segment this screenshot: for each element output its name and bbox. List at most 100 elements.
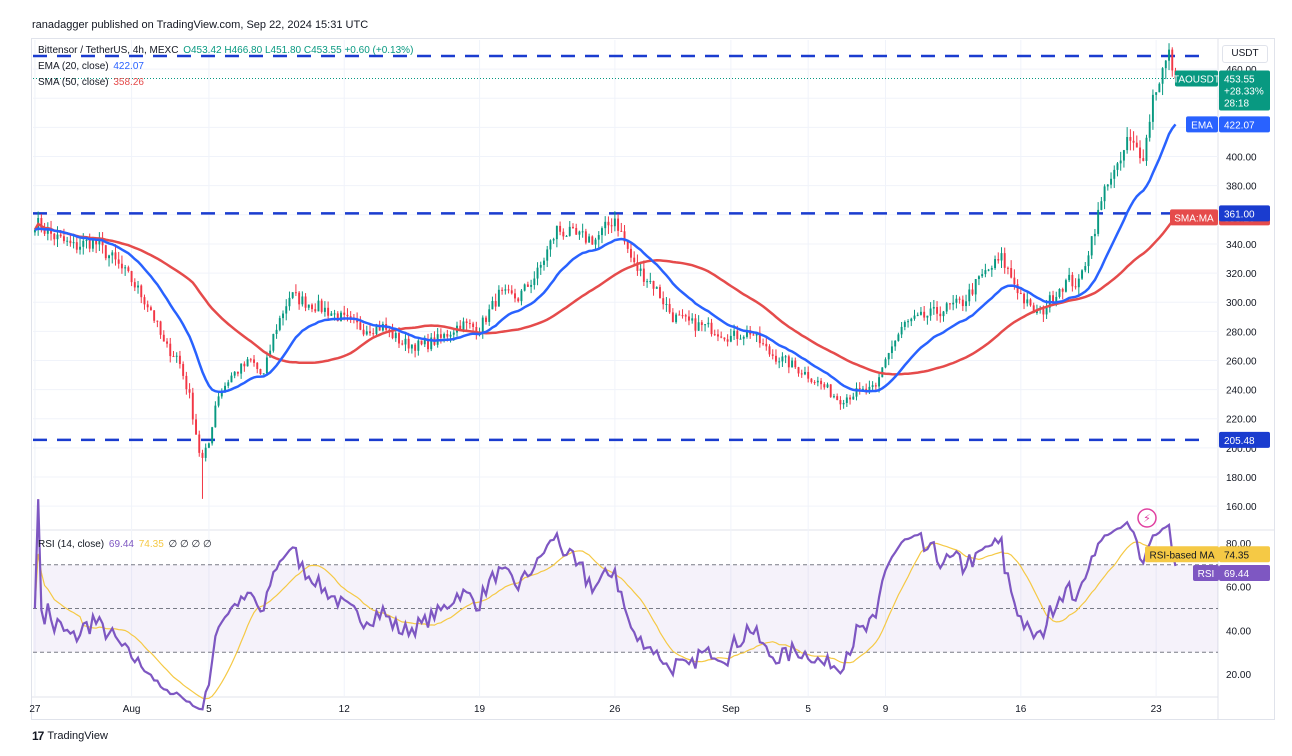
time-tick-label: 5 <box>206 704 212 715</box>
candle-body <box>378 326 381 331</box>
candle-body <box>40 218 43 231</box>
candle-body <box>997 259 1000 261</box>
legend-sma-row[interactable]: SMA (50, close) 358.26 <box>38 77 146 88</box>
candle-body <box>800 373 803 375</box>
candle-body <box>211 427 214 444</box>
candle-body <box>207 443 210 448</box>
candle-body <box>1135 142 1138 148</box>
time-tick-label: 5 <box>805 704 811 715</box>
candle-body <box>1064 280 1067 292</box>
candle-body <box>253 359 255 363</box>
candle-body <box>1045 307 1048 315</box>
time-tick-label: 16 <box>1015 704 1027 715</box>
candle-body <box>965 301 968 307</box>
candle-body <box>816 380 819 383</box>
candle-body <box>56 234 59 240</box>
candle-body <box>195 419 197 435</box>
candle-body <box>562 231 565 237</box>
candle-body <box>662 298 665 305</box>
candle-body <box>143 297 146 305</box>
candle-body <box>108 255 111 259</box>
price-tick-label: 400.00 <box>1226 153 1257 164</box>
candle-body <box>1103 186 1106 202</box>
candle-body <box>807 371 810 379</box>
ema-tag-label-box <box>1186 116 1218 133</box>
candle-body <box>952 302 955 305</box>
candle-body <box>66 240 69 242</box>
candle-body <box>546 249 549 261</box>
price-tick-label: 340.00 <box>1226 240 1257 251</box>
level-tag-support-205: 205.48 <box>1219 431 1270 448</box>
candle-body <box>404 338 407 345</box>
legend-rsi-row[interactable]: RSI (14, close) 69.44 74.35 ∅ ∅ ∅ ∅ <box>38 539 214 550</box>
candle-body <box>439 334 442 338</box>
candle-body <box>1155 92 1158 95</box>
candle-body <box>162 334 165 342</box>
candle-body <box>803 371 806 375</box>
candle-body <box>224 385 226 392</box>
candle-body <box>594 239 597 245</box>
candle-body <box>797 367 800 374</box>
rsi-tag: RSI 69.44 <box>1193 565 1270 582</box>
candle-body <box>1006 267 1009 269</box>
candle-body <box>768 346 771 355</box>
candle-body <box>101 240 104 246</box>
candle-body <box>465 321 468 324</box>
ema-tag-label: EMA <box>1191 120 1213 131</box>
candle-body <box>346 314 349 317</box>
candle-body <box>427 339 429 350</box>
price-tick-label: 300.00 <box>1226 298 1257 309</box>
candle-body <box>372 333 375 335</box>
candle-body <box>230 375 233 383</box>
candle-body <box>1061 289 1064 292</box>
candle-body <box>958 298 961 300</box>
legend-ema-row[interactable]: EMA (20, close) 422.07 <box>38 61 146 72</box>
candle-body <box>665 304 668 306</box>
candle-body <box>929 308 932 316</box>
candle-body <box>1142 158 1145 161</box>
currency-selector[interactable]: USDT <box>1222 45 1268 63</box>
candle-body <box>568 226 571 236</box>
legend-ema-value: 422.07 <box>113 61 144 72</box>
candle-body <box>452 332 455 335</box>
legend-symbol[interactable]: Bittensor / TetherUS, 4h, MEXC <box>38 45 179 56</box>
legend-rsi-extra: ∅ ∅ ∅ ∅ <box>168 539 212 550</box>
candle-body <box>916 314 919 316</box>
candle-body <box>117 259 120 264</box>
lightning-icon-ring <box>1137 508 1157 528</box>
candle-body <box>897 334 900 341</box>
candle-body <box>581 231 584 233</box>
candle-body <box>517 298 520 302</box>
rsi-ma-tag-label-box <box>1145 546 1219 563</box>
candle-body <box>497 289 500 307</box>
candle-body <box>910 318 913 322</box>
candle-body <box>820 380 823 385</box>
candle-body <box>1074 286 1077 288</box>
candle-body <box>729 335 732 342</box>
candle-body <box>246 359 249 367</box>
rsi-ma-tag-value: 74.35 <box>1224 550 1249 561</box>
candle-body <box>291 292 294 298</box>
candle-body <box>1032 305 1035 314</box>
price-tick-label: 220.00 <box>1226 415 1257 426</box>
rsi-line <box>33 499 1177 711</box>
price-tick-label: 240.00 <box>1226 386 1257 397</box>
candle-body <box>137 285 139 288</box>
sma-tag-label: SMA:MA <box>1174 213 1214 224</box>
candle-body <box>1023 293 1026 304</box>
price-tick-label: 320.00 <box>1226 269 1257 280</box>
candle-body <box>481 317 484 334</box>
candle-body <box>407 338 410 349</box>
candle-body <box>932 307 935 309</box>
legend-ohlc: O453.42 H466.80 L451.80 C453.55 +0.60 (+… <box>183 45 414 56</box>
candle-body <box>82 240 85 247</box>
candle-body <box>913 315 916 319</box>
candle-body <box>1129 136 1132 141</box>
candle-body <box>494 300 497 307</box>
tradingview-logo[interactable]: 17 TradingView <box>32 729 108 743</box>
legend-symbol-row: Bittensor / TetherUS, 4h, MEXC O453.42 H… <box>38 45 415 56</box>
candle-body <box>95 238 98 245</box>
candle-body <box>220 391 223 397</box>
candle-body <box>1068 274 1071 281</box>
